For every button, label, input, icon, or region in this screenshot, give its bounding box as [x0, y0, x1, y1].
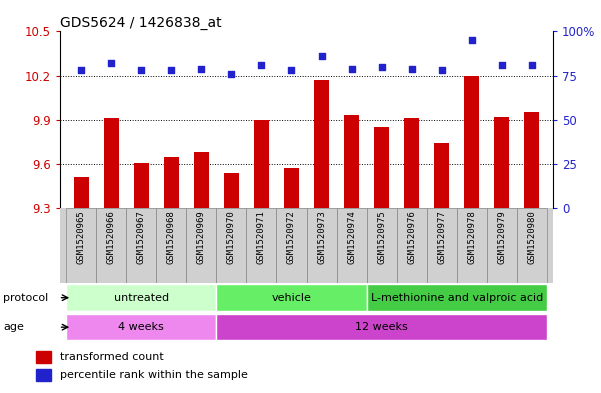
Bar — [367, 208, 397, 283]
Text: GSM1520966: GSM1520966 — [107, 211, 115, 264]
Point — [527, 62, 537, 68]
Bar — [194, 152, 209, 208]
Text: GSM1520977: GSM1520977 — [438, 211, 446, 264]
Text: GSM1520980: GSM1520980 — [528, 211, 536, 264]
Point — [497, 62, 507, 68]
Point — [197, 65, 206, 72]
Point — [166, 67, 176, 73]
Bar — [246, 208, 276, 283]
Bar — [66, 285, 216, 311]
Text: percentile rank within the sample: percentile rank within the sample — [59, 370, 248, 380]
Bar — [397, 208, 427, 283]
Text: GSM1520965: GSM1520965 — [77, 211, 85, 264]
Bar — [164, 157, 179, 208]
Text: GSM1520979: GSM1520979 — [498, 211, 506, 264]
Bar — [276, 208, 307, 283]
Text: transformed count: transformed count — [59, 352, 163, 362]
Point — [437, 67, 447, 73]
Bar — [457, 208, 487, 283]
Text: GSM1520973: GSM1520973 — [317, 211, 326, 264]
Text: GSM1520968: GSM1520968 — [167, 211, 175, 264]
Text: vehicle: vehicle — [272, 293, 311, 303]
Point — [317, 53, 326, 59]
Bar — [36, 369, 50, 381]
Bar — [254, 120, 269, 208]
Text: untreated: untreated — [114, 293, 169, 303]
Bar — [307, 208, 337, 283]
Text: GSM1520972: GSM1520972 — [287, 211, 296, 264]
Text: GSM1520974: GSM1520974 — [347, 211, 356, 264]
Text: age: age — [3, 322, 24, 332]
Bar — [126, 208, 156, 283]
Text: GSM1520967: GSM1520967 — [137, 211, 145, 264]
Bar — [465, 76, 480, 208]
Text: GSM1520970: GSM1520970 — [227, 211, 236, 264]
Point — [257, 62, 266, 68]
Text: GSM1520971: GSM1520971 — [257, 211, 266, 264]
Text: GSM1520975: GSM1520975 — [377, 211, 386, 264]
Point — [76, 67, 86, 73]
Bar — [525, 112, 540, 208]
Bar — [337, 208, 367, 283]
Text: 4 weeks: 4 weeks — [118, 322, 164, 332]
Bar — [216, 314, 547, 340]
Text: protocol: protocol — [3, 293, 48, 303]
Bar — [284, 169, 299, 208]
Bar — [66, 314, 216, 340]
Bar — [186, 208, 216, 283]
Point — [136, 67, 146, 73]
Bar — [427, 208, 457, 283]
Bar — [96, 208, 126, 283]
Point — [407, 65, 416, 72]
Bar — [66, 208, 96, 283]
Bar — [495, 117, 510, 208]
Bar — [104, 118, 119, 208]
Point — [287, 67, 296, 73]
Bar — [134, 163, 149, 208]
Text: GSM1520969: GSM1520969 — [197, 211, 206, 264]
Bar — [314, 80, 329, 208]
Point — [227, 71, 236, 77]
Text: L-methionine and valproic acid: L-methionine and valproic acid — [371, 293, 543, 303]
Bar — [216, 285, 367, 311]
Bar — [36, 351, 50, 363]
Bar — [374, 127, 389, 208]
Text: GDS5624 / 1426838_at: GDS5624 / 1426838_at — [60, 17, 222, 30]
Point — [467, 37, 477, 44]
Bar — [487, 208, 517, 283]
Bar — [404, 118, 419, 208]
Bar — [434, 143, 450, 208]
Bar — [344, 116, 359, 208]
Text: GSM1520978: GSM1520978 — [468, 211, 476, 264]
Bar — [517, 208, 547, 283]
Bar — [216, 208, 246, 283]
Bar — [156, 208, 186, 283]
Bar — [74, 177, 89, 208]
Bar — [224, 173, 239, 208]
Point — [106, 60, 116, 66]
Bar — [367, 285, 547, 311]
Text: GSM1520976: GSM1520976 — [407, 211, 416, 264]
Text: 12 weeks: 12 weeks — [355, 322, 408, 332]
Point — [377, 64, 386, 70]
Point — [347, 65, 356, 72]
